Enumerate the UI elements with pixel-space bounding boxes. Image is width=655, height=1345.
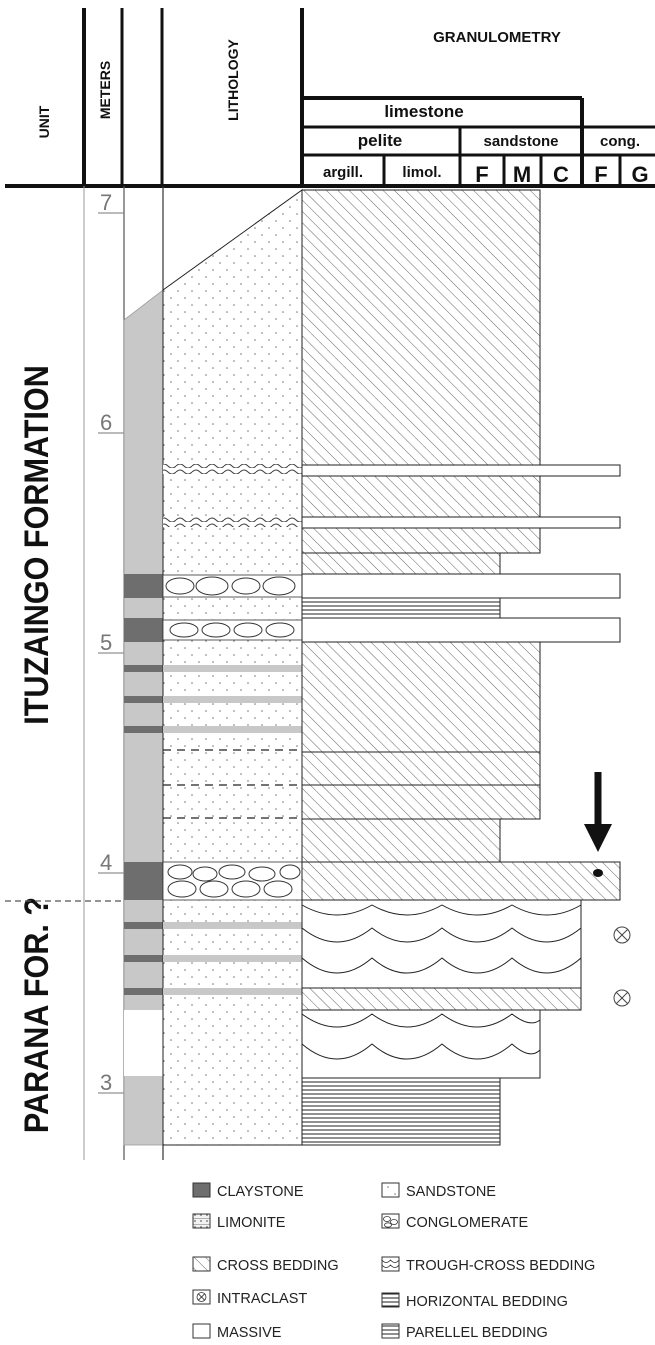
sand-c-header: C <box>553 162 569 187</box>
legend-limonite-label: LIMONITE <box>217 1215 286 1231</box>
meters-header: METERS <box>97 61 113 119</box>
header: UNIT METERS LITHOLOGY GRANULOMETRY limes… <box>5 8 655 188</box>
cross-bedded-bed <box>301 861 621 901</box>
limol-header: limol. <box>402 164 441 181</box>
cong-header: cong. <box>600 133 640 150</box>
legend-parallel-bedding-swatch <box>381 1323 400 1339</box>
horizontal-bedded-bed <box>301 597 501 619</box>
legend-massive-label: MASSIVE <box>217 1325 282 1341</box>
trough-cross-bedded-bed <box>301 899 582 989</box>
lithology-header: LITHOLOGY <box>225 39 241 121</box>
cong-g-header: G <box>631 162 648 187</box>
legend-trough-cross-bedding-swatch <box>381 1256 400 1272</box>
tick-4: 4 <box>100 850 112 875</box>
unit-header: UNIT <box>36 105 52 138</box>
legend-conglomerate-label: CONGLOMERATE <box>406 1215 529 1231</box>
granulometry-header: GRANULOMETRY <box>433 29 561 46</box>
cross-bedded-bed <box>301 189 541 466</box>
trough-cross-bedded-bed <box>301 1009 541 1079</box>
cross-bedded-bed <box>301 475 541 518</box>
legend-massive-swatch <box>192 1323 211 1339</box>
color-strip <box>123 289 164 1146</box>
ituzaingo-formation-label: ITUZAINGO FORMATION <box>18 365 56 725</box>
sand-m-header: M <box>513 162 531 187</box>
cross-bedded-bed <box>301 818 501 863</box>
legend-parallel-bedding-label: PARELLEL BEDDING <box>406 1325 548 1341</box>
massive-bed <box>301 617 621 643</box>
cross-bedded-bed <box>301 641 541 753</box>
legend-horizontal-bedding-label: HORIZONTAL BEDDING <box>406 1294 568 1310</box>
legend-cross-bedding-label: CROSS BEDDING <box>217 1258 339 1274</box>
intraclast-icon <box>613 926 631 944</box>
legend-intraclast-swatch <box>192 1289 211 1305</box>
lithology-column <box>162 189 303 1146</box>
legend-horizontal-bedding-swatch <box>381 1292 400 1308</box>
tick-6: 6 <box>100 410 112 435</box>
massive-bed <box>301 464 621 477</box>
sample-arrow-icon <box>584 772 612 852</box>
legend-limonite-swatch <box>192 1213 211 1229</box>
legend-trough-cross-bedding-label: TROUGH-CROSS BEDDING <box>406 1258 595 1274</box>
horizontal-bedded-bed <box>301 1077 501 1146</box>
conglomerate-layers <box>162 464 303 901</box>
massive-bed <box>301 516 621 529</box>
legend-sandstone-label: SANDSTONE <box>406 1184 496 1200</box>
intraclast-icon <box>613 989 631 1007</box>
argill-header: argill. <box>323 164 363 181</box>
pelite-header: pelite <box>358 131 402 150</box>
fossil-marker <box>593 869 603 877</box>
cross-bedded-bed <box>301 784 541 820</box>
limestone-header: limestone <box>384 102 463 121</box>
massive-bed <box>301 573 621 599</box>
cross-bedded-bed <box>301 751 541 786</box>
tick-3: 3 <box>100 1070 112 1095</box>
cross-bedded-bed <box>301 527 541 554</box>
legend: CLAYSTONE SANDSTONE LIMONITE CONGLOMERAT… <box>192 1182 595 1341</box>
cross-bedded-bed <box>301 552 501 575</box>
legend-conglomerate-swatch <box>381 1213 400 1229</box>
legend-claystone-swatch <box>192 1182 211 1198</box>
meter-scale: 7 6 5 4 3 <box>98 190 124 1095</box>
sandstone-header: sandstone <box>483 133 558 150</box>
intraclast-markers <box>613 926 631 1007</box>
tick-7: 7 <box>100 190 112 215</box>
tick-5: 5 <box>100 630 112 655</box>
legend-cross-bedding-swatch <box>192 1256 211 1272</box>
parana-formation-label: PARANA FOR. ? <box>18 897 56 1133</box>
legend-intraclast-label: INTRACLAST <box>217 1291 307 1307</box>
legend-sandstone-swatch <box>381 1182 400 1198</box>
cross-bedded-bed <box>301 987 582 1011</box>
legend-claystone-label: CLAYSTONE <box>217 1184 304 1200</box>
granulometry-column <box>301 189 621 1146</box>
sand-f-header: F <box>475 162 488 187</box>
cong-f-header: F <box>594 162 607 187</box>
